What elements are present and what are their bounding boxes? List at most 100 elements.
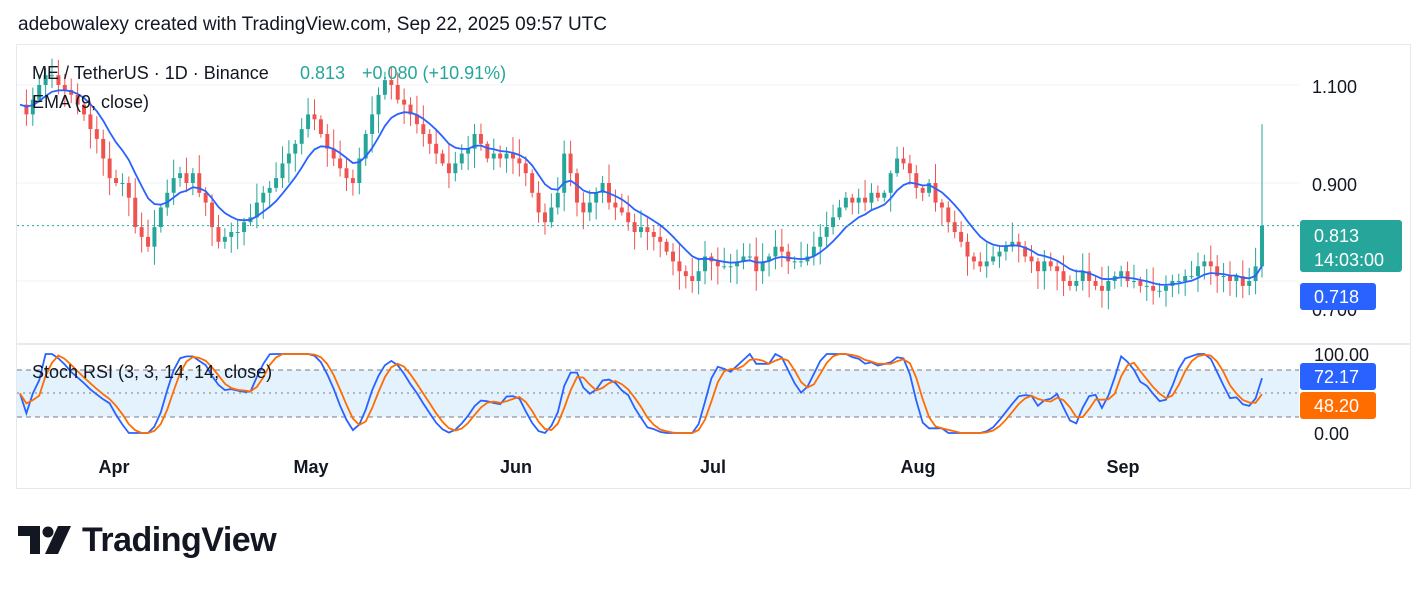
candle-body (1189, 276, 1194, 278)
candle-body (1003, 246, 1008, 252)
price-tick-0900: 0.900 (1312, 175, 1357, 195)
tradingview-wordmark: TradingView (82, 520, 277, 559)
candle-body (1240, 276, 1245, 286)
candle-body (869, 192, 874, 203)
candle-body (722, 266, 727, 268)
candle-body (600, 183, 605, 193)
candle-body (254, 202, 259, 218)
candle-body (178, 173, 183, 179)
candle-body (504, 153, 509, 159)
candle-body (1138, 281, 1143, 286)
candle-body (837, 207, 842, 218)
candle-body (1253, 266, 1258, 281)
candle-body (914, 173, 919, 188)
candle-body (645, 227, 650, 232)
candle-body (331, 148, 336, 159)
candle-body (485, 143, 490, 159)
candle-body (408, 104, 413, 115)
candle-body (1093, 281, 1098, 286)
candle-body (971, 256, 976, 262)
candle-body (446, 163, 451, 174)
candle-body (1087, 271, 1092, 281)
price-tick-1100: 1.100 (1312, 77, 1357, 97)
candle-body (286, 153, 291, 164)
candle-body (1215, 266, 1220, 277)
candle-body (69, 89, 74, 95)
candle-body (747, 256, 752, 258)
candle-body (94, 129, 99, 139)
candle-body (965, 241, 970, 257)
candle-body (478, 134, 483, 144)
candle-body (671, 251, 675, 262)
tradingview-logo[interactable]: TradingView (18, 519, 277, 561)
candle-body (1119, 271, 1124, 277)
candle-body (882, 192, 887, 198)
candle-body (56, 75, 61, 85)
candle-body (421, 124, 426, 134)
candle-body (735, 261, 740, 267)
ema-badge (1300, 283, 1376, 310)
candle-body (101, 138, 106, 159)
candle-body (344, 168, 349, 179)
ema-line (19, 89, 1263, 286)
candle-body (350, 178, 355, 183)
candle-body (1260, 225, 1264, 267)
candle-body (1023, 246, 1028, 257)
candle-body (222, 236, 227, 242)
candle-body (242, 222, 247, 232)
candle-body (619, 207, 624, 213)
candle-body (1067, 281, 1072, 286)
legend-symbol: ME / TetherUS · 1D · Binance (32, 63, 269, 83)
last-price-badge (1300, 220, 1402, 272)
candle-body (75, 94, 80, 105)
legend-stoch: Stoch RSI (3, 3, 14, 14, close) (32, 362, 272, 382)
candle-body (50, 75, 54, 77)
candle-body (1163, 285, 1168, 291)
candle-body (126, 183, 131, 198)
candle-body (216, 227, 221, 242)
candle-body (1016, 241, 1021, 247)
candle-body (978, 261, 983, 267)
stoch-k-line (19, 352, 1263, 435)
candle-body (299, 129, 304, 144)
candle-body (171, 178, 176, 193)
candle-body (824, 227, 829, 237)
last-price-badge-value: 0.813 (1314, 226, 1359, 246)
candle-body (594, 192, 599, 203)
candle-body (856, 197, 861, 203)
candle-body (901, 158, 906, 164)
candle-body (728, 266, 733, 268)
candle-body (920, 187, 925, 193)
candle-body (402, 99, 407, 105)
candle-body (549, 207, 554, 223)
candle-body (440, 153, 445, 164)
candle-body (395, 85, 400, 100)
candle-body (472, 134, 477, 149)
candle-body (1035, 261, 1040, 272)
candle-body (888, 173, 893, 193)
candle-body (1144, 285, 1149, 287)
candle-body (363, 134, 368, 159)
price-chart[interactable]: ME / TetherUS · 1D · Binance 0.813 +0.08… (0, 0, 1428, 500)
candle-body (754, 256, 759, 272)
candle-body (114, 178, 119, 183)
candle-body (1106, 281, 1111, 291)
legend-ema: EMA (9, close) (32, 92, 149, 112)
candle-body (536, 192, 541, 213)
candle-body (850, 197, 855, 203)
candle-body (466, 148, 471, 154)
candle-body (510, 153, 515, 159)
candle-body (338, 158, 343, 169)
candle-body (235, 232, 240, 233)
ema-badge-value: 0.718 (1314, 287, 1359, 307)
candle-body (491, 153, 496, 159)
candle-body (581, 202, 586, 213)
candle-body (927, 183, 932, 193)
candle-body (261, 192, 266, 203)
attribution-header: adebowalexy created with TradingView.com… (18, 14, 607, 35)
candle-body (1080, 271, 1085, 281)
d-badge-value: 48.20 (1314, 396, 1359, 416)
rsi-tick-100: 100.00 (1314, 345, 1369, 365)
candle-body (146, 236, 151, 247)
candle-body (639, 227, 643, 232)
